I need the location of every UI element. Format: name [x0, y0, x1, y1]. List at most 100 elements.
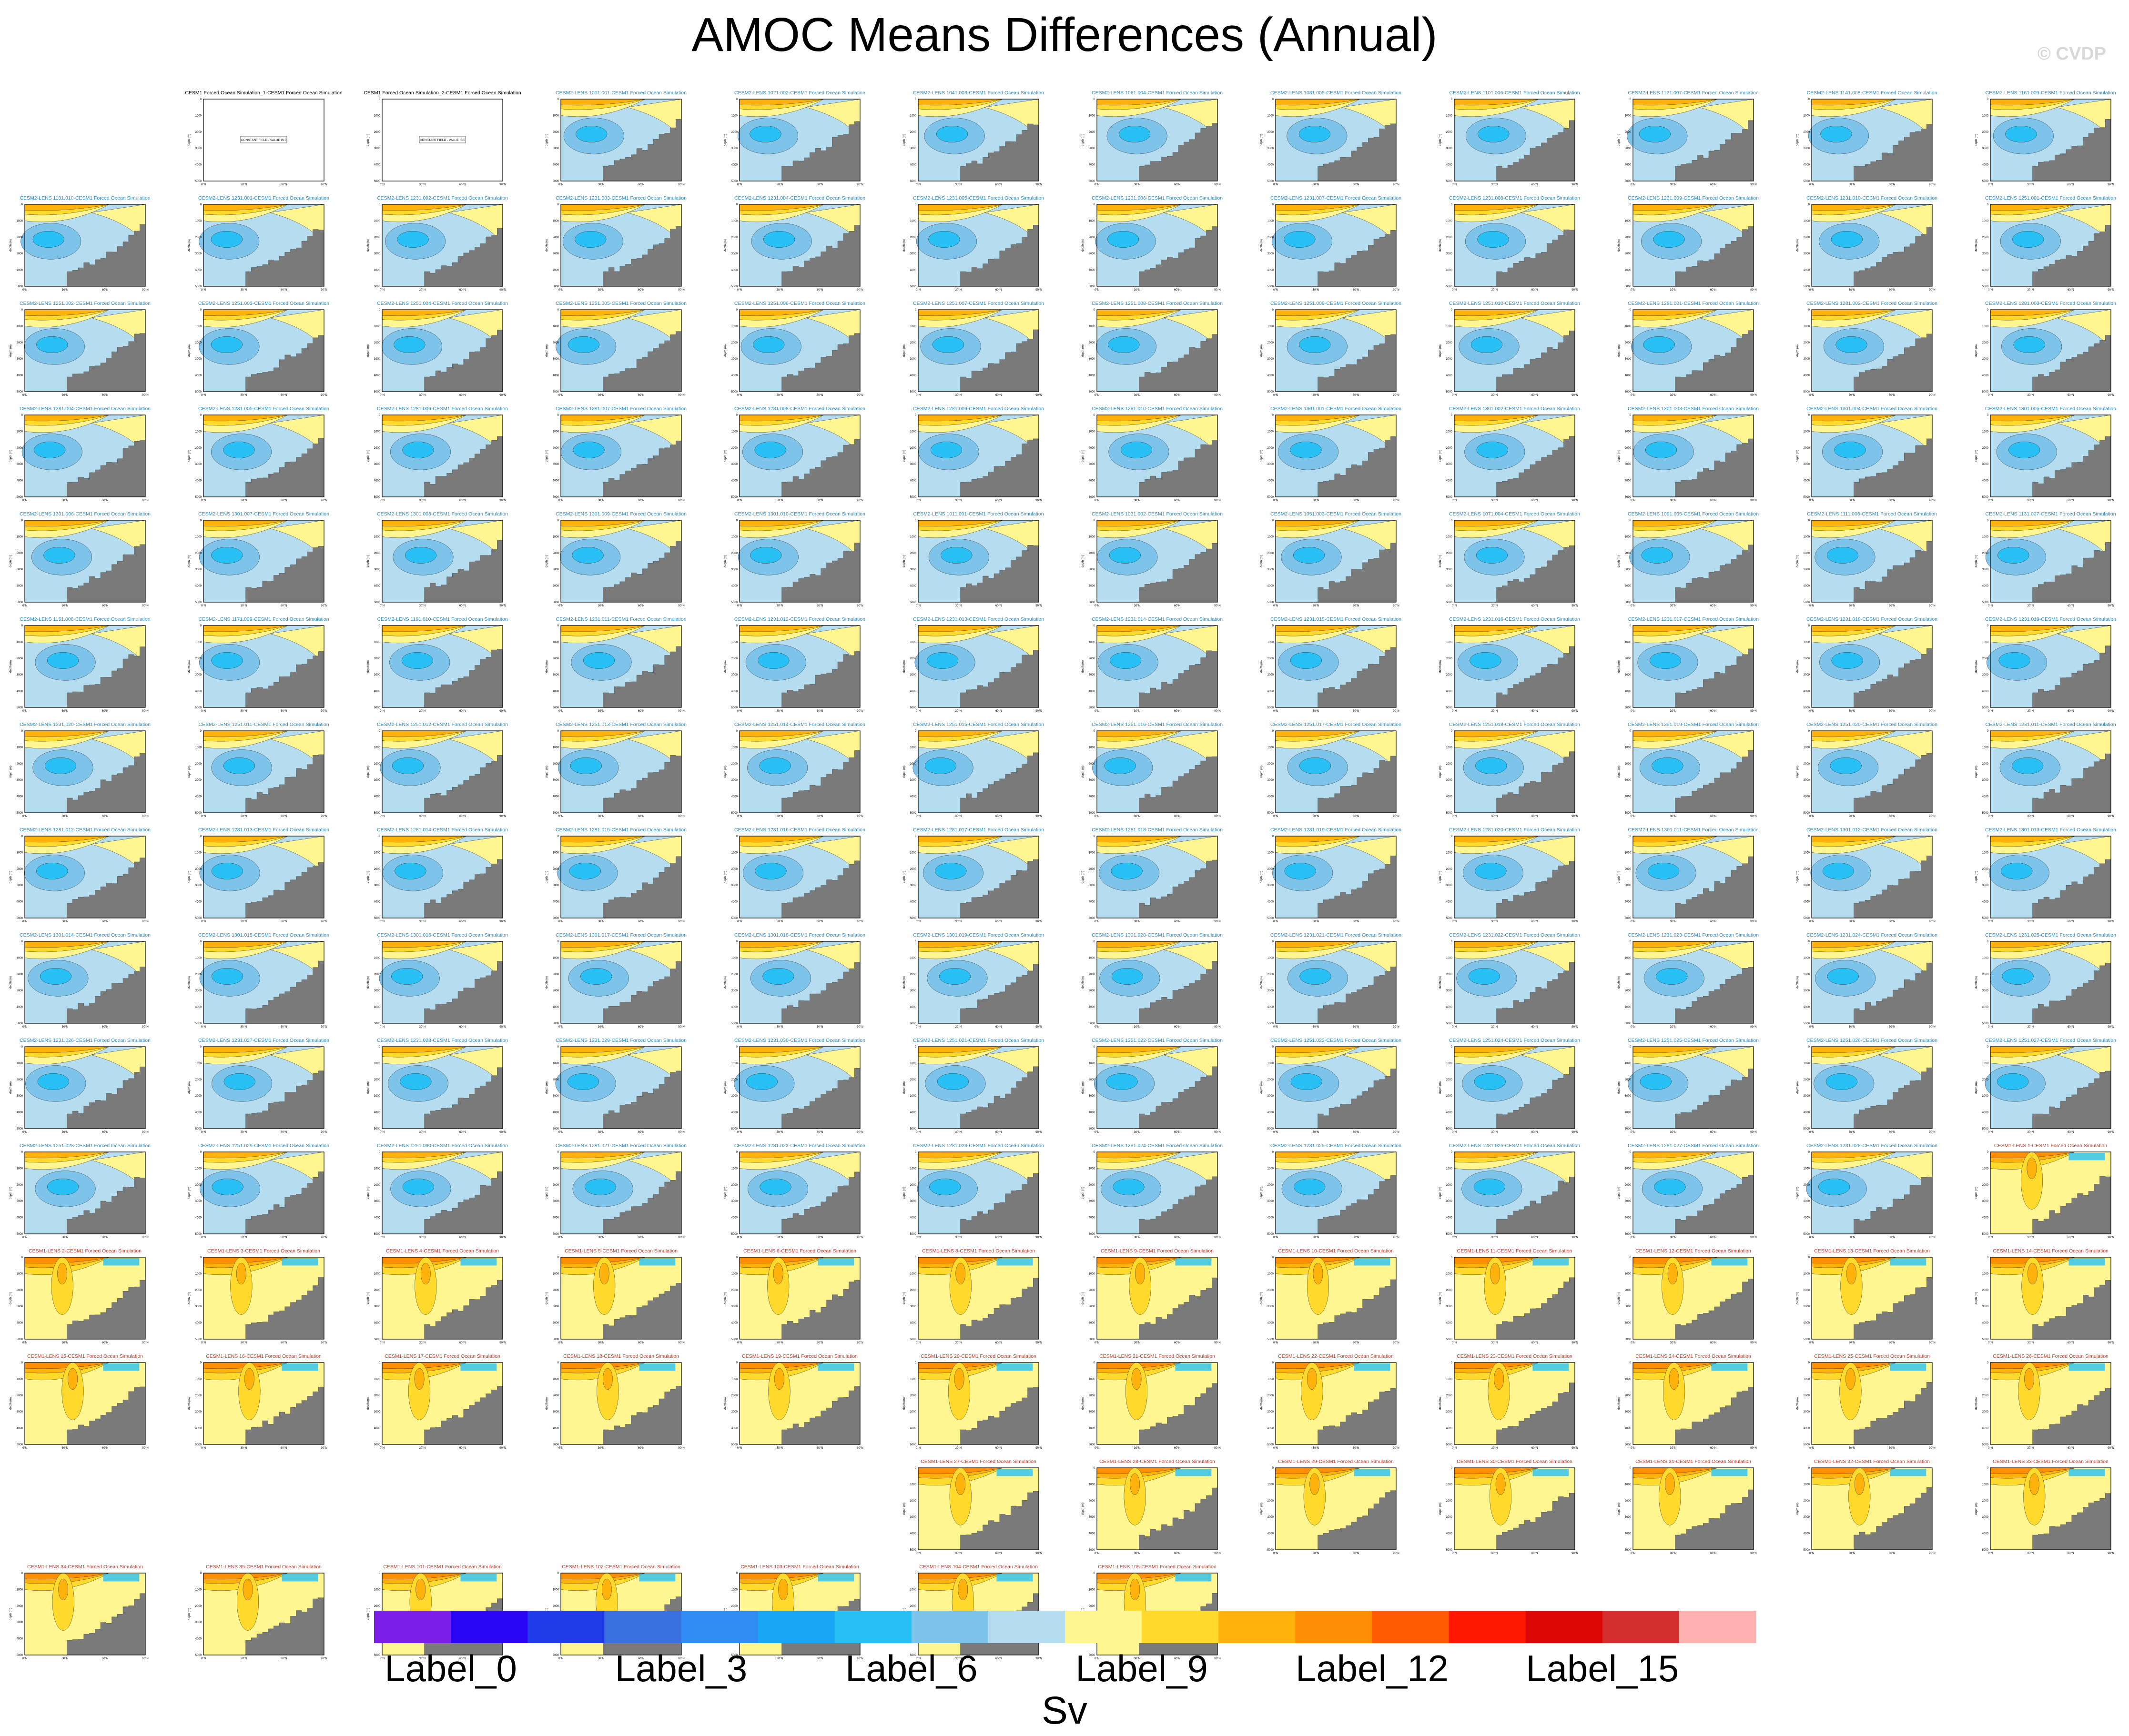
y-tick-label: 5000	[1089, 1128, 1095, 1130]
y-tick-label: 4000	[1804, 269, 1810, 272]
contour-cell	[58, 1578, 69, 1601]
panel: CESM2-LENS 1001.001-CESM1 Forced Ocean S…	[546, 90, 687, 186]
y-tick-label: 1000	[1804, 220, 1810, 222]
x-tick-label: 60°N	[995, 815, 1002, 818]
plot-frame	[560, 836, 682, 918]
y-tick-label: 1000	[1625, 851, 1632, 854]
y-tick-label: 0	[736, 730, 738, 733]
y-axis-label: depth (m)	[903, 1292, 906, 1304]
x-tick-label: 30°N	[1670, 710, 1676, 713]
contour-band	[1632, 1467, 1718, 1474]
y-tick-label: 4000	[1446, 796, 1453, 798]
contour-band	[1811, 836, 1896, 843]
x-tick-label: 60°N	[995, 1026, 1002, 1029]
x-tick-label: 90°N	[1929, 920, 1935, 923]
x-tick-label: 0°N	[1631, 183, 1635, 186]
y-tick-label: 0	[1094, 1362, 1095, 1364]
y-tick-label: 5000	[1267, 1338, 1274, 1341]
bathymetry	[1139, 1062, 1218, 1129]
bathymetry	[67, 1063, 146, 1129]
x-tick-label: 30°N	[241, 183, 247, 186]
panel-title: CESM2-LENS 1301.001-CESM1 Forced Ocean S…	[1270, 406, 1401, 412]
bathymetry	[1675, 1489, 1754, 1550]
y-tick-label: 2000	[731, 131, 738, 134]
panel-title: CESM2-LENS 1281.015-CESM1 Forced Ocean S…	[556, 827, 687, 833]
panel-title: CESM2-LENS 1251.008-CESM1 Forced Ocean S…	[1092, 301, 1223, 306]
bathymetry	[1318, 222, 1397, 287]
y-tick-label: 4000	[1982, 1322, 1989, 1325]
x-tick-label: 30°N	[241, 1657, 247, 1660]
y-tick-label: 2000	[374, 1605, 381, 1608]
contour-cell	[1354, 1363, 1390, 1371]
y-tick-label: 1000	[1089, 220, 1095, 222]
contour-cell	[47, 652, 79, 669]
y-tick-label: 5000	[374, 1128, 381, 1130]
contour-band	[382, 1151, 467, 1159]
contour-band	[1632, 414, 1718, 422]
y-tick-label: 3000	[1625, 252, 1632, 255]
y-tick-label: 3000	[374, 1411, 381, 1413]
bathymetry	[603, 325, 682, 392]
y-tick-label: 2000	[17, 657, 23, 660]
x-tick-label: 30°N	[1491, 499, 1498, 502]
y-tick-label: 2000	[17, 1394, 23, 1397]
panel-title: CESM2-LENS 1231.017-CESM1 Forced Ocean S…	[1628, 616, 1759, 622]
contour-cell	[932, 336, 964, 353]
x-tick-label: 60°N	[1174, 1131, 1180, 1134]
panel: CESM2-LENS 1021.002-CESM1 Forced Ocean S…	[724, 90, 865, 186]
y-tick-label: 5000	[1267, 601, 1274, 604]
bathymetry	[1496, 1171, 1575, 1234]
y-tick-label: 1000	[374, 1272, 381, 1275]
y-tick-label: 1000	[374, 430, 381, 433]
y-tick-label: 5000	[553, 917, 559, 920]
contour-cell	[1474, 1073, 1506, 1090]
contour-cell	[1309, 1473, 1320, 1495]
y-tick-label: 4000	[1446, 585, 1453, 588]
y-tick-label: 4000	[553, 164, 559, 167]
y-tick-label: 1000	[17, 746, 23, 749]
y-tick-label: 3000	[195, 674, 202, 676]
panel-title: CESM2-LENS 1101.006-CESM1 Forced Ocean S…	[1449, 90, 1580, 96]
x-tick-label: 30°N	[419, 1131, 426, 1134]
x-tick-label: 60°N	[817, 1447, 823, 1450]
plot-frame	[1811, 625, 1933, 708]
plot-frame	[1811, 941, 1933, 1024]
x-tick-label: 60°N	[1710, 710, 1716, 713]
y-tick-label: 3000	[910, 252, 917, 255]
x-tick-label: 30°N	[598, 1026, 604, 1029]
x-tick-label: 30°N	[2028, 1447, 2034, 1450]
contour-band	[382, 1046, 467, 1053]
contour-cell	[572, 546, 604, 564]
x-tick-label: 90°N	[142, 815, 148, 818]
y-tick-label: 1000	[17, 851, 23, 854]
x-tick-label: 90°N	[2108, 1236, 2114, 1239]
contour-band	[1096, 1046, 1182, 1053]
plot-frame	[1096, 1151, 1218, 1234]
contour-band	[203, 1151, 288, 1159]
y-tick-label: 2000	[553, 763, 559, 766]
y-tick-label: 4000	[195, 374, 202, 377]
x-tick-label: 60°N	[817, 499, 823, 502]
contour-cell	[1711, 1363, 1748, 1371]
plot-frame	[1811, 1362, 1933, 1445]
y-tick-label: 5000	[1982, 1549, 1989, 1552]
y-tick-label: 4000	[17, 1427, 23, 1430]
y-tick-label: 2000	[1446, 131, 1453, 134]
y-tick-label: 2000	[1089, 342, 1095, 344]
y-axis-label: depth (m)	[1082, 1081, 1085, 1094]
y-tick-label: 2000	[1625, 763, 1632, 766]
bathymetry	[960, 222, 1039, 287]
contour-cell	[778, 1578, 788, 1601]
y-axis-label: depth (m)	[367, 344, 370, 357]
x-tick-label: 0°N	[737, 605, 742, 607]
y-tick-label: 1000	[731, 746, 738, 749]
contour-cell	[759, 757, 791, 774]
x-tick-label: 60°N	[1531, 1342, 1538, 1344]
contour-cell	[774, 1368, 784, 1390]
panel: CESM2-LENS 1101.006-CESM1 Forced Ocean S…	[1439, 90, 1580, 186]
y-tick-label: 2000	[1446, 1500, 1453, 1503]
y-tick-label: 1000	[1267, 325, 1274, 328]
y-axis-label: depth (m)	[1975, 239, 1978, 252]
panel-title: CESM2-LENS 1231.025-CESM1 Forced Ocean S…	[1985, 932, 2116, 938]
contour-band	[739, 941, 824, 948]
